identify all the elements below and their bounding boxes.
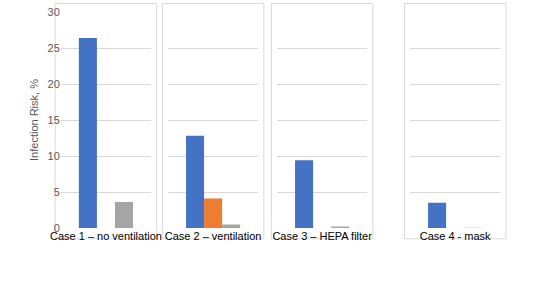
svg-text:25: 25 [48, 42, 60, 54]
svg-text:0: 0 [54, 222, 60, 234]
svg-text:Case 2 – ventilation: Case 2 – ventilation [165, 230, 262, 242]
svg-text:20: 20 [48, 78, 60, 90]
svg-text:Case 4 - mask: Case 4 - mask [420, 230, 491, 242]
svg-text:Case 1 – no ventilation: Case 1 – no ventilation [50, 230, 162, 242]
svg-text:10: 10 [48, 150, 60, 162]
svg-text:Case 3 – HEPA filter: Case 3 – HEPA filter [272, 230, 372, 242]
svg-text:30: 30 [48, 6, 60, 18]
svg-text:5: 5 [54, 186, 60, 198]
svg-text:15: 15 [48, 114, 60, 126]
svg-text:Infection Risk, %: Infection Risk, % [28, 79, 40, 161]
